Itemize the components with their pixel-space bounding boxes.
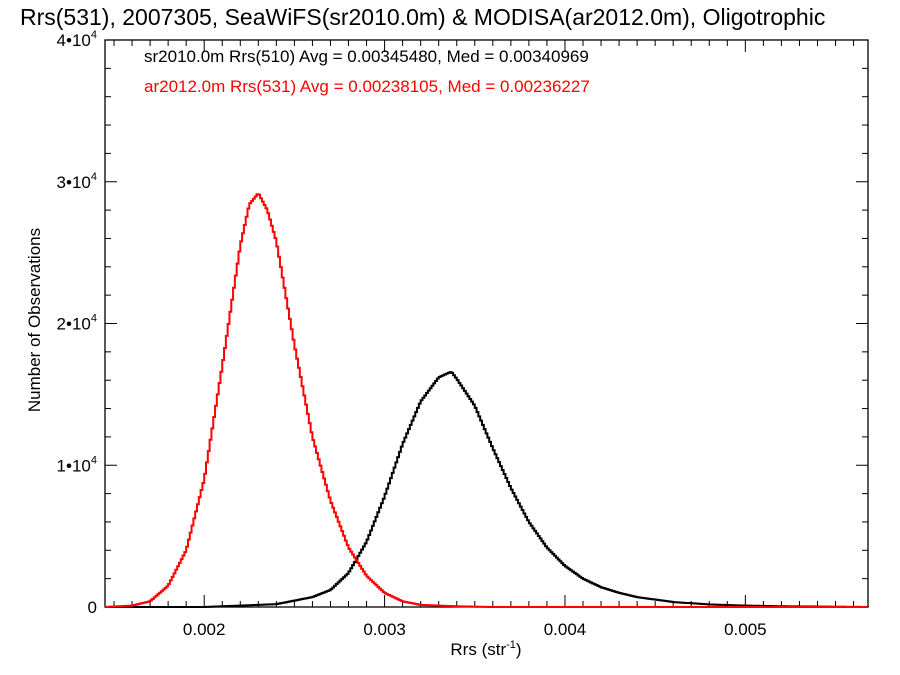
y-tick-label-exponent: 4: [91, 454, 97, 466]
x-tick-label: 0.002: [183, 620, 226, 639]
y-tick-label: 2•104: [57, 313, 97, 334]
y-tick-label: 1•104: [57, 454, 97, 475]
y-tick-label: 0: [88, 598, 97, 617]
y-tick-label-exponent: 4: [91, 171, 97, 183]
y-tick-label-exponent: 4: [91, 313, 97, 325]
x-tick-label: 0.004: [544, 620, 587, 639]
y-tick-label-exponent: 4: [91, 29, 97, 41]
series-line-red: [105, 193, 868, 608]
series-layer: [105, 193, 869, 608]
y-tick-label-base: 4•10: [57, 31, 91, 50]
x-tick-label: 0.005: [724, 620, 767, 639]
legend-entry-red-series: ar2012.0m Rrs(531) Avg = 0.00238105, Med…: [144, 77, 590, 96]
y-tick-label-base: 2•10: [57, 315, 91, 334]
y-tick-label: 3•104: [57, 171, 97, 192]
y-tick-label: 4•104: [57, 29, 97, 50]
x-axis-label: Rrs (str-1): [450, 639, 521, 659]
y-axis-label: Number of Observations: [25, 228, 44, 412]
legend: sr2010.0m Rrs(510) Avg = 0.00345480, Med…: [144, 47, 590, 96]
chart-title: Rrs(531), 2007305, SeaWiFS(sr2010.0m) & …: [20, 4, 825, 30]
legend-entry-black-series: sr2010.0m Rrs(510) Avg = 0.00345480, Med…: [144, 47, 589, 66]
y-tick-label-base: 0: [88, 598, 97, 617]
x-tick-label: 0.003: [363, 620, 406, 639]
series-line-black: [105, 371, 869, 608]
y-tick-label-base: 1•10: [57, 456, 91, 475]
y-tick-label-base: 3•10: [57, 173, 91, 192]
plot-frame: [104, 39, 869, 608]
